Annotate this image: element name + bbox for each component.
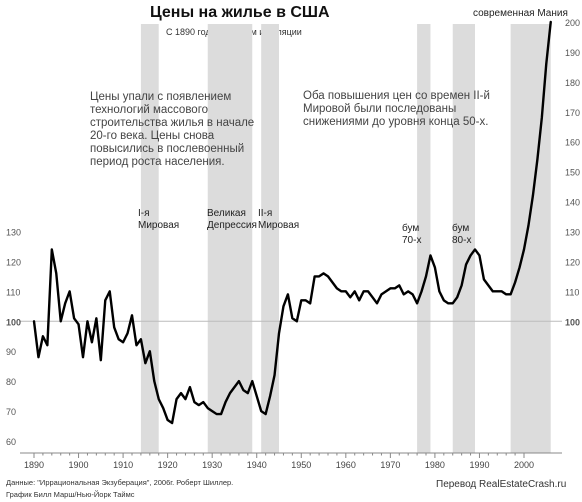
x-tick-1910: 1910 bbox=[113, 460, 133, 470]
annotation-right: Оба повышения цен со времен II-й Мировой… bbox=[303, 90, 490, 128]
x-tick-1950: 1950 bbox=[291, 460, 311, 470]
series-layer bbox=[32, 20, 552, 425]
shaded-period-1 bbox=[207, 24, 253, 453]
period-label-2-0: II-я bbox=[258, 208, 272, 219]
y-tick-left-90: 90 bbox=[6, 347, 16, 357]
y-tick-left-80: 80 bbox=[6, 377, 16, 387]
y-tick-left-70: 70 bbox=[6, 407, 16, 417]
y-tick-right-200: 200 bbox=[565, 18, 580, 28]
y-tick-left-130: 130 bbox=[6, 228, 21, 238]
period-label-3-0: бум bbox=[402, 222, 419, 234]
x-tick-1930: 1930 bbox=[202, 460, 222, 470]
x-tick-1990: 1990 bbox=[469, 460, 489, 470]
x-tick-1940: 1940 bbox=[247, 460, 267, 470]
period-label-1-1: Депрессия bbox=[207, 220, 257, 231]
y-tick-right-140: 140 bbox=[565, 198, 580, 208]
translation-credit: Перевод RealEstateCrash.ru bbox=[436, 479, 567, 490]
y-tick-right-110: 110 bbox=[565, 287, 579, 297]
y-tick-right-130: 130 bbox=[565, 228, 580, 238]
y-tick-right-120: 120 bbox=[565, 257, 580, 267]
x-tick-1900: 1900 bbox=[69, 460, 89, 470]
y-tick-right-180: 180 bbox=[565, 78, 580, 88]
period-label-1-0: Великая bbox=[207, 208, 246, 219]
x-tick-1960: 1960 bbox=[336, 460, 356, 470]
y-tick-right-190: 190 bbox=[565, 48, 580, 58]
y-tick-left-110: 110 bbox=[6, 287, 20, 297]
y-tick-left-60: 60 bbox=[6, 437, 16, 447]
y-tick-right-170: 170 bbox=[565, 108, 580, 118]
x-tick-1980: 1980 bbox=[425, 460, 445, 470]
period-label-2-1: Мировая bbox=[258, 220, 299, 231]
x-tick-1970: 1970 bbox=[380, 460, 400, 470]
shaded-periods-layer bbox=[140, 24, 551, 453]
chart-title: Цены на жилье в США bbox=[150, 4, 330, 21]
series-line-0 bbox=[32, 20, 552, 425]
period-label-3-1: 70-х bbox=[402, 235, 421, 246]
shaded-period-4 bbox=[452, 24, 475, 453]
y-tick-right-100: 100 bbox=[565, 317, 580, 327]
source-line-1: Данные: "Иррациональная Экзуберация", 20… bbox=[6, 478, 234, 487]
period-label-0-0: I-я bbox=[138, 208, 150, 219]
y-tick-left-100: 100 bbox=[6, 317, 21, 327]
x-tick-1890: 1890 bbox=[24, 460, 44, 470]
y-tick-right-160: 160 bbox=[565, 138, 580, 148]
period-label-5-0: современная Мания bbox=[473, 8, 568, 19]
y-tick-right-150: 150 bbox=[565, 168, 580, 178]
period-label-4-1: 80-х bbox=[452, 235, 471, 246]
x-tick-1920: 1920 bbox=[158, 460, 178, 470]
x-tick-2000: 2000 bbox=[514, 460, 534, 470]
source-line-2: График Билл Марш/Нью-Йорк Таймс bbox=[6, 490, 135, 499]
annotation-left: Цены упали с появлением технологий массо… bbox=[90, 91, 255, 168]
y-tick-left-120: 120 bbox=[6, 257, 21, 267]
period-label-4-0: бум bbox=[452, 222, 469, 234]
shaded-period-3 bbox=[417, 24, 431, 453]
shaded-period-0 bbox=[140, 24, 159, 453]
tick-label-layer: 60 70 80 90 100 110 120 130 100 110 120 130 140 150 16… bbox=[6, 18, 580, 470]
period-label-0-1: Мировая bbox=[138, 220, 179, 231]
shaded-period-2 bbox=[261, 24, 279, 453]
